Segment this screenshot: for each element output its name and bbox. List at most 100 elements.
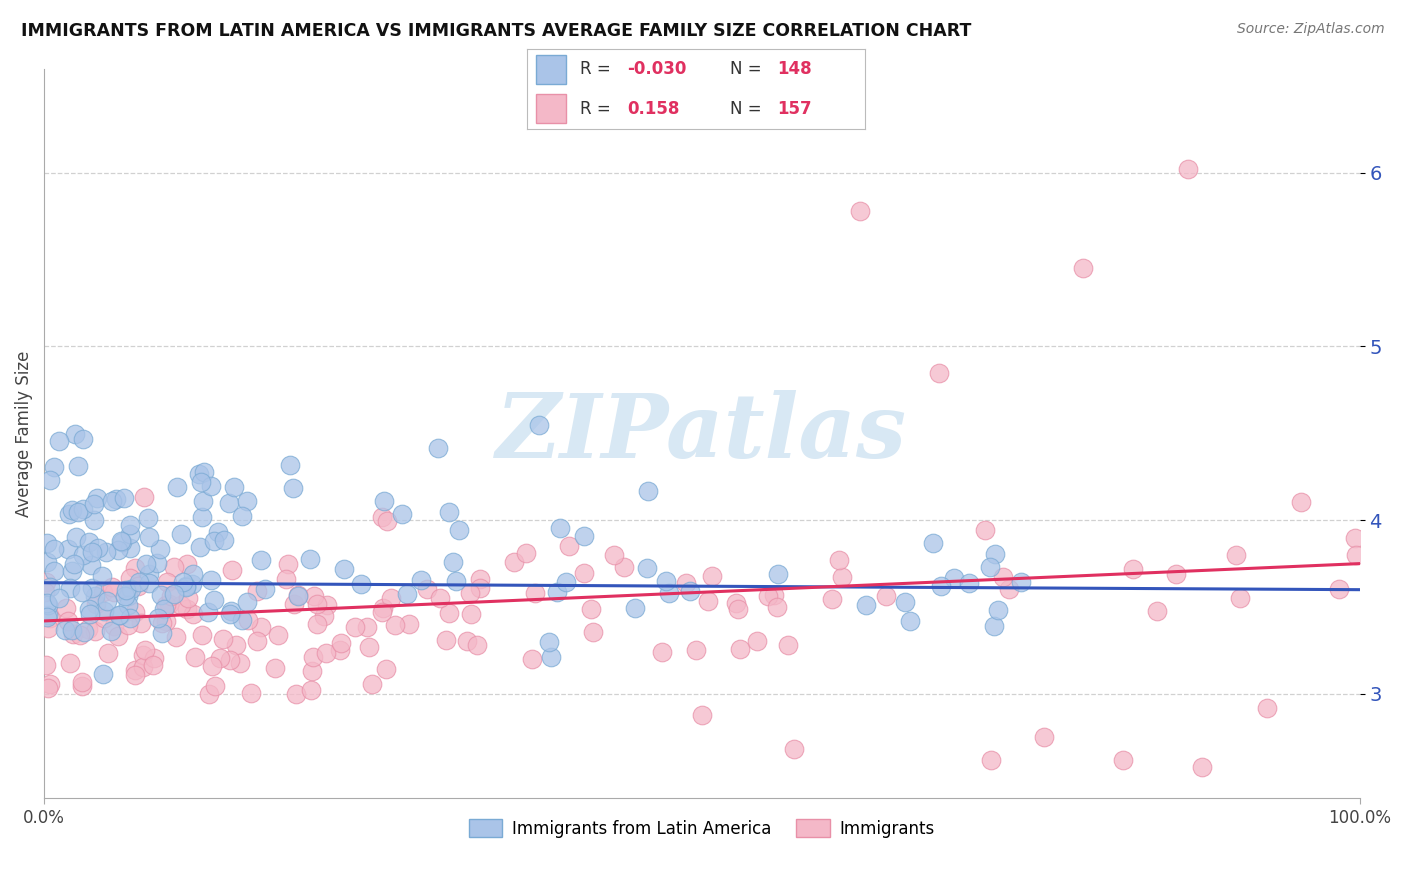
Point	[193, 466, 215, 480]
Point	[727, 601, 749, 615]
Point	[349, 576, 371, 591]
Point	[380, 591, 402, 605]
Point	[285, 687, 308, 701]
Point	[266, 628, 288, 642]
Point	[86, 491, 108, 505]
Legend: Immigrants from Latin America, Immigrants: Immigrants from Latin America, Immigrant…	[463, 813, 942, 845]
Point	[1122, 562, 1144, 576]
Point	[821, 592, 844, 607]
Point	[602, 548, 624, 562]
Point	[558, 539, 581, 553]
Point	[1191, 760, 1213, 774]
Point	[83, 513, 105, 527]
Point	[207, 524, 229, 539]
Point	[155, 599, 177, 613]
Point	[149, 588, 172, 602]
Point	[391, 507, 413, 521]
Point	[697, 594, 720, 608]
Point	[537, 635, 560, 649]
Point	[58, 656, 80, 670]
Point	[979, 560, 1001, 574]
Point	[658, 586, 681, 600]
Point	[991, 569, 1014, 583]
Point	[79, 602, 101, 616]
Point	[305, 617, 328, 632]
Point	[197, 687, 219, 701]
Point	[143, 651, 166, 665]
Point	[120, 571, 142, 585]
Point	[63, 427, 86, 442]
Point	[128, 574, 150, 589]
Point	[287, 589, 309, 603]
Point	[37, 610, 59, 624]
Point	[37, 535, 59, 549]
Point	[142, 657, 165, 672]
Point	[107, 629, 129, 643]
Point	[396, 587, 419, 601]
Point	[60, 564, 83, 578]
Point	[529, 417, 551, 432]
Point	[898, 614, 921, 628]
Point	[96, 594, 118, 608]
Point	[613, 560, 636, 574]
Point	[58, 508, 80, 522]
Point	[132, 648, 155, 663]
Point	[118, 526, 141, 541]
Point	[138, 576, 160, 591]
Point	[191, 494, 214, 508]
Point	[848, 204, 870, 219]
Point	[458, 586, 481, 600]
Point	[83, 497, 105, 511]
Point	[172, 574, 194, 589]
Point	[987, 603, 1010, 617]
Point	[447, 523, 470, 537]
Point	[375, 514, 398, 528]
Point	[37, 621, 59, 635]
Point	[434, 633, 457, 648]
Point	[197, 605, 219, 619]
Point	[202, 534, 225, 549]
Point	[1164, 567, 1187, 582]
Point	[875, 589, 897, 603]
Point	[302, 649, 325, 664]
Point	[1225, 548, 1247, 562]
Point	[70, 679, 93, 693]
Point	[1344, 531, 1367, 545]
Point	[651, 645, 673, 659]
Point	[1229, 591, 1251, 605]
Point	[100, 624, 122, 638]
Text: 157: 157	[778, 100, 811, 119]
Point	[246, 583, 269, 598]
Point	[281, 481, 304, 495]
Point	[219, 653, 242, 667]
Point	[515, 546, 537, 560]
Point	[263, 660, 285, 674]
Point	[96, 646, 118, 660]
Point	[675, 576, 697, 591]
Point	[134, 642, 156, 657]
Point	[146, 556, 169, 570]
Point	[169, 598, 191, 612]
Point	[548, 521, 571, 535]
Point	[219, 607, 242, 621]
Point	[470, 581, 492, 595]
Text: ZIPatlas: ZIPatlas	[496, 390, 907, 476]
Point	[329, 635, 352, 649]
Bar	[536, 94, 567, 123]
Point	[87, 541, 110, 555]
Point	[783, 742, 806, 756]
Point	[114, 589, 136, 603]
Point	[831, 570, 853, 584]
Point	[156, 575, 179, 590]
Point	[120, 518, 142, 533]
Point	[127, 579, 149, 593]
Point	[222, 480, 245, 494]
Point	[204, 679, 226, 693]
Point	[56, 542, 79, 557]
Point	[623, 601, 645, 615]
Point	[1327, 582, 1350, 596]
Point	[724, 596, 747, 610]
Point	[82, 545, 104, 559]
Point	[343, 620, 366, 634]
Point	[120, 541, 142, 555]
